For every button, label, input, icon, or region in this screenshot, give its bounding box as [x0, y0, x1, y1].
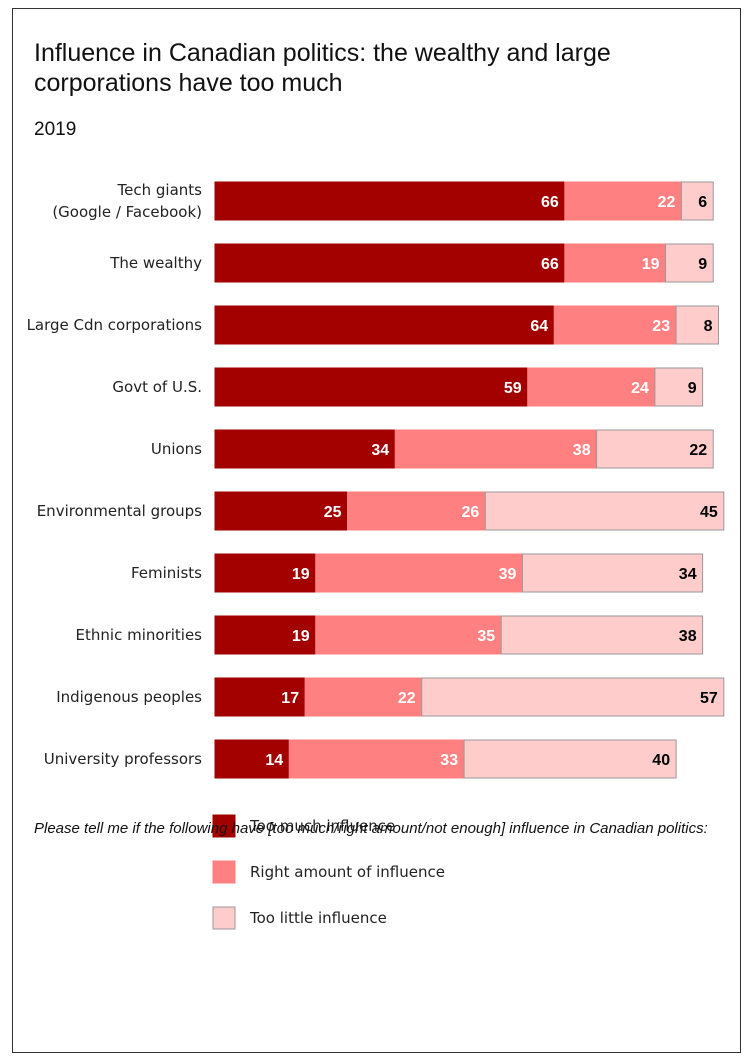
- value-label: 6: [698, 194, 707, 211]
- legend-label: Too much influence: [249, 817, 395, 835]
- category-label: Tech giants (Google / Facebook): [52, 181, 202, 221]
- bar-segment: [214, 429, 396, 469]
- bar-segment: [214, 181, 566, 221]
- legend-label: Right amount of influence: [250, 863, 445, 881]
- bar-segment: [315, 553, 523, 593]
- value-label: 33: [440, 752, 458, 769]
- bar-segment: [288, 739, 465, 779]
- value-label: 19: [292, 628, 310, 645]
- bar-segment: [214, 243, 566, 283]
- legend-swatch: [212, 814, 236, 838]
- bar-segment: [214, 367, 529, 407]
- bar-segment: [214, 677, 306, 717]
- value-label: 22: [398, 690, 416, 707]
- bar-segment: [214, 739, 290, 779]
- chart-footnote: Please tell me if the following have [to…: [34, 820, 708, 837]
- value-label: 14: [265, 752, 283, 769]
- value-label: 38: [573, 442, 591, 459]
- value-label: 23: [652, 318, 670, 335]
- legend-swatch: [212, 860, 236, 884]
- stacked-bar-chart: Tech giants (Google / Facebook) 66 22 6 The w…: [27, 181, 725, 930]
- value-label: 22: [658, 194, 676, 211]
- value-label: 8: [704, 318, 713, 335]
- bar-segment: [665, 243, 714, 283]
- bar-segment: [564, 243, 666, 283]
- bar-segment: [500, 615, 704, 655]
- category-label: The wealthy: [109, 254, 202, 272]
- bar-segment: [484, 491, 725, 531]
- value-label: 45: [700, 504, 718, 521]
- bar-segment: [680, 181, 714, 221]
- legend-swatch: [212, 906, 236, 930]
- value-label: 17: [281, 690, 299, 707]
- value-label: 34: [371, 442, 389, 459]
- category-label: Feminists: [131, 564, 202, 582]
- bar-segment: [463, 739, 677, 779]
- bar-segment: [347, 491, 486, 531]
- bar-segment: [564, 181, 682, 221]
- value-label: 25: [324, 504, 342, 521]
- bar-segment: [315, 615, 502, 655]
- value-label: 57: [700, 690, 718, 707]
- value-label: 19: [292, 566, 310, 583]
- value-label: 66: [541, 256, 559, 273]
- bar-segment: [675, 305, 719, 345]
- value-label: 66: [541, 194, 559, 211]
- bar-segment: [214, 615, 317, 655]
- bar-segment: [214, 491, 348, 531]
- bar-segment: [214, 305, 555, 345]
- value-label: 59: [504, 380, 522, 397]
- category-label: Ethnic minorities: [76, 626, 203, 644]
- category-label: Unions: [151, 440, 202, 458]
- bar-segment: [596, 429, 714, 469]
- bar-segment: [304, 677, 423, 717]
- category-label: Indigenous peoples: [56, 688, 202, 706]
- bar-segment: [527, 367, 656, 407]
- bar-segment: [214, 553, 317, 593]
- value-label: 35: [477, 628, 495, 645]
- chart-subtitle: 2019: [34, 119, 77, 140]
- value-label: 39: [499, 566, 517, 583]
- bar-segment: [553, 305, 677, 345]
- value-label: 34: [679, 566, 697, 583]
- value-label: 26: [462, 504, 480, 521]
- category-label: Large Cdn corporations: [27, 316, 203, 334]
- bar-segment: [654, 367, 704, 407]
- value-label: 19: [642, 256, 660, 273]
- value-label: 40: [652, 752, 670, 769]
- bar-segment: [521, 553, 704, 593]
- bar-segment: [394, 429, 598, 469]
- value-label: 24: [631, 380, 649, 397]
- category-label: University professors: [44, 750, 202, 768]
- chart-title: Influence in Canadian politics: the weal…: [34, 39, 611, 97]
- value-label: 22: [689, 442, 707, 459]
- value-label: 38: [679, 628, 697, 645]
- legend: Too much influence Right amount of influe…: [212, 814, 445, 930]
- value-label: 9: [698, 256, 707, 273]
- bar-segment: [421, 677, 725, 717]
- category-label: Govt of U.S.: [112, 378, 202, 396]
- category-label: Environmental groups: [37, 502, 202, 520]
- bars-layer: Tech giants (Google / Facebook) 66 22 6 The w…: [27, 181, 725, 779]
- value-label: 9: [688, 380, 697, 397]
- legend-label: Too little influence: [249, 909, 387, 927]
- value-label: 64: [530, 318, 548, 335]
